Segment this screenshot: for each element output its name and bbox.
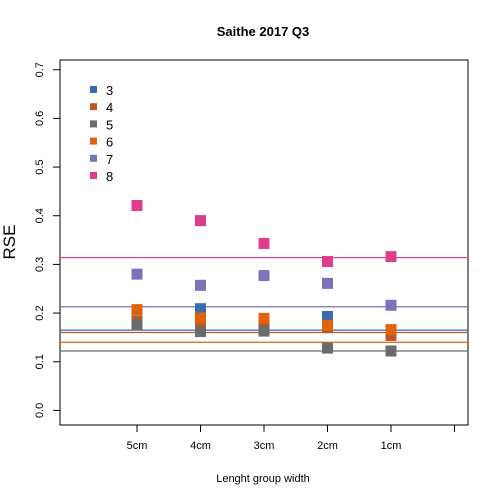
x-tick-label: 1cm xyxy=(381,440,402,452)
reference-lines xyxy=(60,256,468,352)
x-tick-label: 3cm xyxy=(254,440,275,452)
y-tick-label: 0.5 xyxy=(34,159,46,174)
y-tick-label: 0.6 xyxy=(34,111,46,126)
point-series-6 xyxy=(385,324,397,336)
legend-label-4: 4 xyxy=(106,100,113,115)
legend: 3 4 5 6 7 8 xyxy=(90,83,113,184)
y-tick-label: 0.1 xyxy=(34,354,46,369)
point-series-6 xyxy=(258,312,270,324)
point-series-7 xyxy=(385,299,397,311)
legend-label-3: 3 xyxy=(106,83,113,98)
legend-swatch-3 xyxy=(90,86,97,93)
point-series-5 xyxy=(195,326,206,338)
point-series-8 xyxy=(195,215,206,227)
legend-label-5: 5 xyxy=(106,117,113,132)
point-series-3 xyxy=(195,303,206,315)
point-series-8 xyxy=(258,237,270,249)
legend-swatch-4 xyxy=(90,103,97,111)
point-series-5 xyxy=(131,319,143,331)
point-series-7 xyxy=(195,279,206,291)
point-series-7 xyxy=(322,277,333,289)
x-axis-label: Lenght group width xyxy=(216,473,310,485)
y-tick-label: 0.7 xyxy=(34,62,46,77)
y-axis: 0.0 0.1 0.2 0.3 0.4 0.5 0.6 0.7 xyxy=(34,62,60,418)
legend-label-8: 8 xyxy=(106,169,113,184)
y-tick-label: 0.0 xyxy=(34,403,46,418)
data-points xyxy=(131,200,397,357)
y-tick-label: 0.4 xyxy=(34,208,46,223)
point-series-5 xyxy=(322,342,333,354)
legend-label-7: 7 xyxy=(106,152,113,167)
point-series-8 xyxy=(131,200,143,212)
point-series-6 xyxy=(131,304,143,316)
legend-swatch-8 xyxy=(90,172,97,179)
legend-swatch-5 xyxy=(90,120,97,128)
legend-label-6: 6 xyxy=(106,135,113,150)
point-series-8 xyxy=(322,255,333,267)
x-axis: 5cm 4cm 3cm 2cm 1cm xyxy=(127,425,455,452)
point-series-6 xyxy=(322,319,333,331)
x-tick-label: 5cm xyxy=(127,440,148,452)
point-series-4 xyxy=(385,329,397,341)
legend-swatch-7 xyxy=(90,154,97,162)
point-series-7 xyxy=(258,270,270,282)
point-series-3 xyxy=(322,310,333,322)
legend-swatch-6 xyxy=(90,137,97,145)
point-series-7 xyxy=(131,268,143,280)
x-tick-label: 2cm xyxy=(317,440,338,452)
y-tick-label: 0.2 xyxy=(34,305,46,320)
y-tick-label: 0.3 xyxy=(34,257,46,272)
point-series-6 xyxy=(195,312,206,324)
point-series-5 xyxy=(385,345,397,357)
x-tick-label: 4cm xyxy=(190,440,211,452)
chart-title: Saithe 2017 Q3 xyxy=(217,24,310,39)
point-series-5 xyxy=(258,325,270,337)
y-axis-label: RSE xyxy=(0,225,19,260)
point-series-8 xyxy=(385,251,397,263)
